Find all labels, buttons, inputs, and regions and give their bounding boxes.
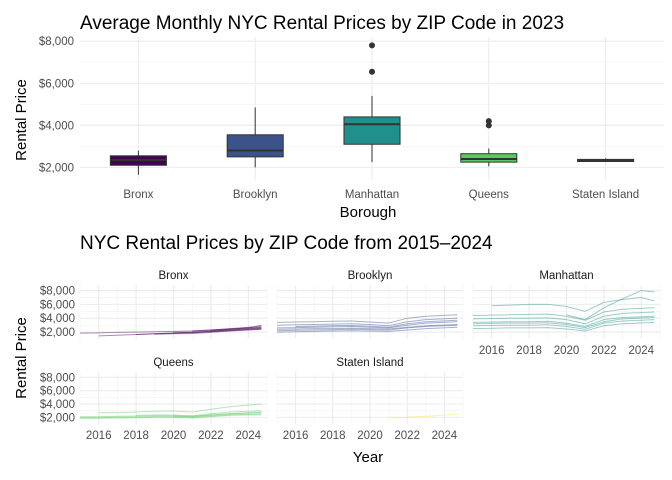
facet-x-tick-label: 2024 [629, 345, 655, 357]
facet-y-tick-label: $2,000 [40, 327, 75, 339]
facet-series-line [472, 311, 655, 325]
facet-y-tick-label: $4,000 [40, 313, 75, 325]
facet-series-line [80, 414, 262, 419]
facet-strip-label: Queens [153, 357, 194, 369]
facet-series-line [276, 317, 458, 327]
facet-series-line [388, 413, 458, 419]
facet-y-tick-label: $8,000 [40, 286, 75, 298]
facet-series-line [276, 324, 458, 330]
facet-series-line [472, 317, 655, 329]
boxplot-y-tick-label: $2,000 [39, 162, 74, 174]
facet-series-line [136, 410, 262, 417]
facet-strip-label: Bronx [158, 270, 188, 282]
boxplot-y-tick-label: $6,000 [39, 78, 74, 90]
boxplot-outlier-point [369, 68, 375, 75]
boxplot-y-tick-label: $4,000 [39, 120, 74, 132]
boxplot-box [226, 134, 284, 158]
boxplot-axis: $2,000 $4,000 $6,000 $8,000 Bronx Brooklyn Man… [39, 36, 639, 201]
facet-series-line [79, 326, 262, 334]
facet-panel: Brooklyn [276, 270, 464, 339]
facet-x-tick-label: 2016 [283, 430, 309, 442]
facet-x-tick-label: 2016 [479, 345, 505, 357]
facet-series-line [136, 328, 262, 335]
facet-x-tick-label: 2022 [198, 430, 224, 442]
facet-x-tick-label: 2020 [357, 430, 383, 442]
boxplot-x-tick-label: Manhattan [345, 189, 399, 201]
facet-x-tick-label: 2022 [394, 430, 420, 442]
facet-series-line [154, 328, 262, 335]
facet-y-tick-label: $2,000 [40, 412, 75, 424]
boxplot-box [343, 116, 401, 145]
facet-strip-label: Staten Island [336, 357, 403, 369]
facet-panel: Queens $2,000$4,000$6,000 $8,000 2016 2018 20… [40, 357, 268, 442]
facet-x-tick-label: 2024 [432, 430, 458, 442]
facet-x-tick-label: 2016 [86, 430, 112, 442]
facet-panel: Bronx $2,000 $4,000 $6,000$8,000 [40, 270, 268, 339]
facet-series-line [276, 321, 458, 329]
boxplot-y-tick-label: $8,000 [39, 36, 74, 48]
facet-y-tick-label: $6,000 [40, 386, 75, 398]
facet-x-tick-label: 2020 [161, 430, 187, 442]
facet-series-line [80, 412, 262, 418]
facet-y-tick-label: $6,000 [40, 299, 75, 311]
facet-y-tick-label: $4,000 [40, 399, 75, 411]
facet-strip-label: Brooklyn [348, 270, 393, 282]
facet-series-line [173, 411, 262, 418]
boxplot-outlier-point [369, 42, 375, 49]
facet-title: NYC Rental Prices by ZIP Code from 2015–… [80, 233, 493, 254]
facet-xlabel: Year [353, 449, 383, 466]
boxplot-x-tick-label: Bronx [123, 189, 153, 201]
facet-series-line [472, 315, 655, 328]
facet-series-line [566, 289, 655, 321]
facet-x-tick-label: 2020 [554, 345, 580, 357]
facet-panel: Manhattan 2016 2018 2020 2022 2024 [472, 270, 661, 357]
facet-series-line [210, 324, 262, 332]
boxplot-outlier-point [485, 118, 492, 125]
facet-y-tick-label: $8,000 [40, 372, 75, 384]
facet-series-line [295, 319, 458, 328]
facet-series-line [472, 319, 655, 330]
facet-series-line [276, 324, 458, 332]
boxplot-xlabel: Borough [340, 204, 397, 221]
boxplot-ylabel: Rental Price [13, 79, 30, 161]
facet-series-line [276, 314, 458, 324]
facet-series-line [276, 326, 458, 333]
facet-x-tick-label: 2018 [516, 345, 542, 357]
facet-series-line [98, 403, 262, 414]
facet-x-tick-label: 2024 [236, 430, 262, 442]
facet-x-tick-label: 2022 [591, 345, 617, 357]
boxplot-x-tick-label: Queens [469, 189, 510, 201]
facet-series-line [491, 296, 655, 312]
facet-x-tick-label: 2018 [123, 430, 149, 442]
boxplot-box [460, 153, 518, 163]
facet-strip-label: Manhattan [539, 270, 593, 282]
boxplot-title: Average Monthly NYC Rental Prices by ZIP… [80, 13, 564, 34]
facet-series-line [98, 327, 262, 337]
facet-series-line [192, 326, 262, 332]
facet-x-tick-label: 2018 [320, 430, 346, 442]
facet-series-line [472, 307, 655, 321]
boxplot-x-tick-label: Staten Island [572, 189, 639, 201]
facet-ylabel: Rental Price [13, 317, 30, 399]
facet-panel: Staten Island 2016 2018 2020 2022 2024 [276, 357, 464, 442]
facet-series-line [472, 321, 655, 332]
boxplot-marks [109, 42, 635, 175]
facet-series-line [173, 327, 262, 333]
facet-series-line [80, 413, 262, 419]
boxplot-outlier-point [485, 122, 492, 129]
boxplot-x-tick-label: Brooklyn [233, 189, 278, 201]
